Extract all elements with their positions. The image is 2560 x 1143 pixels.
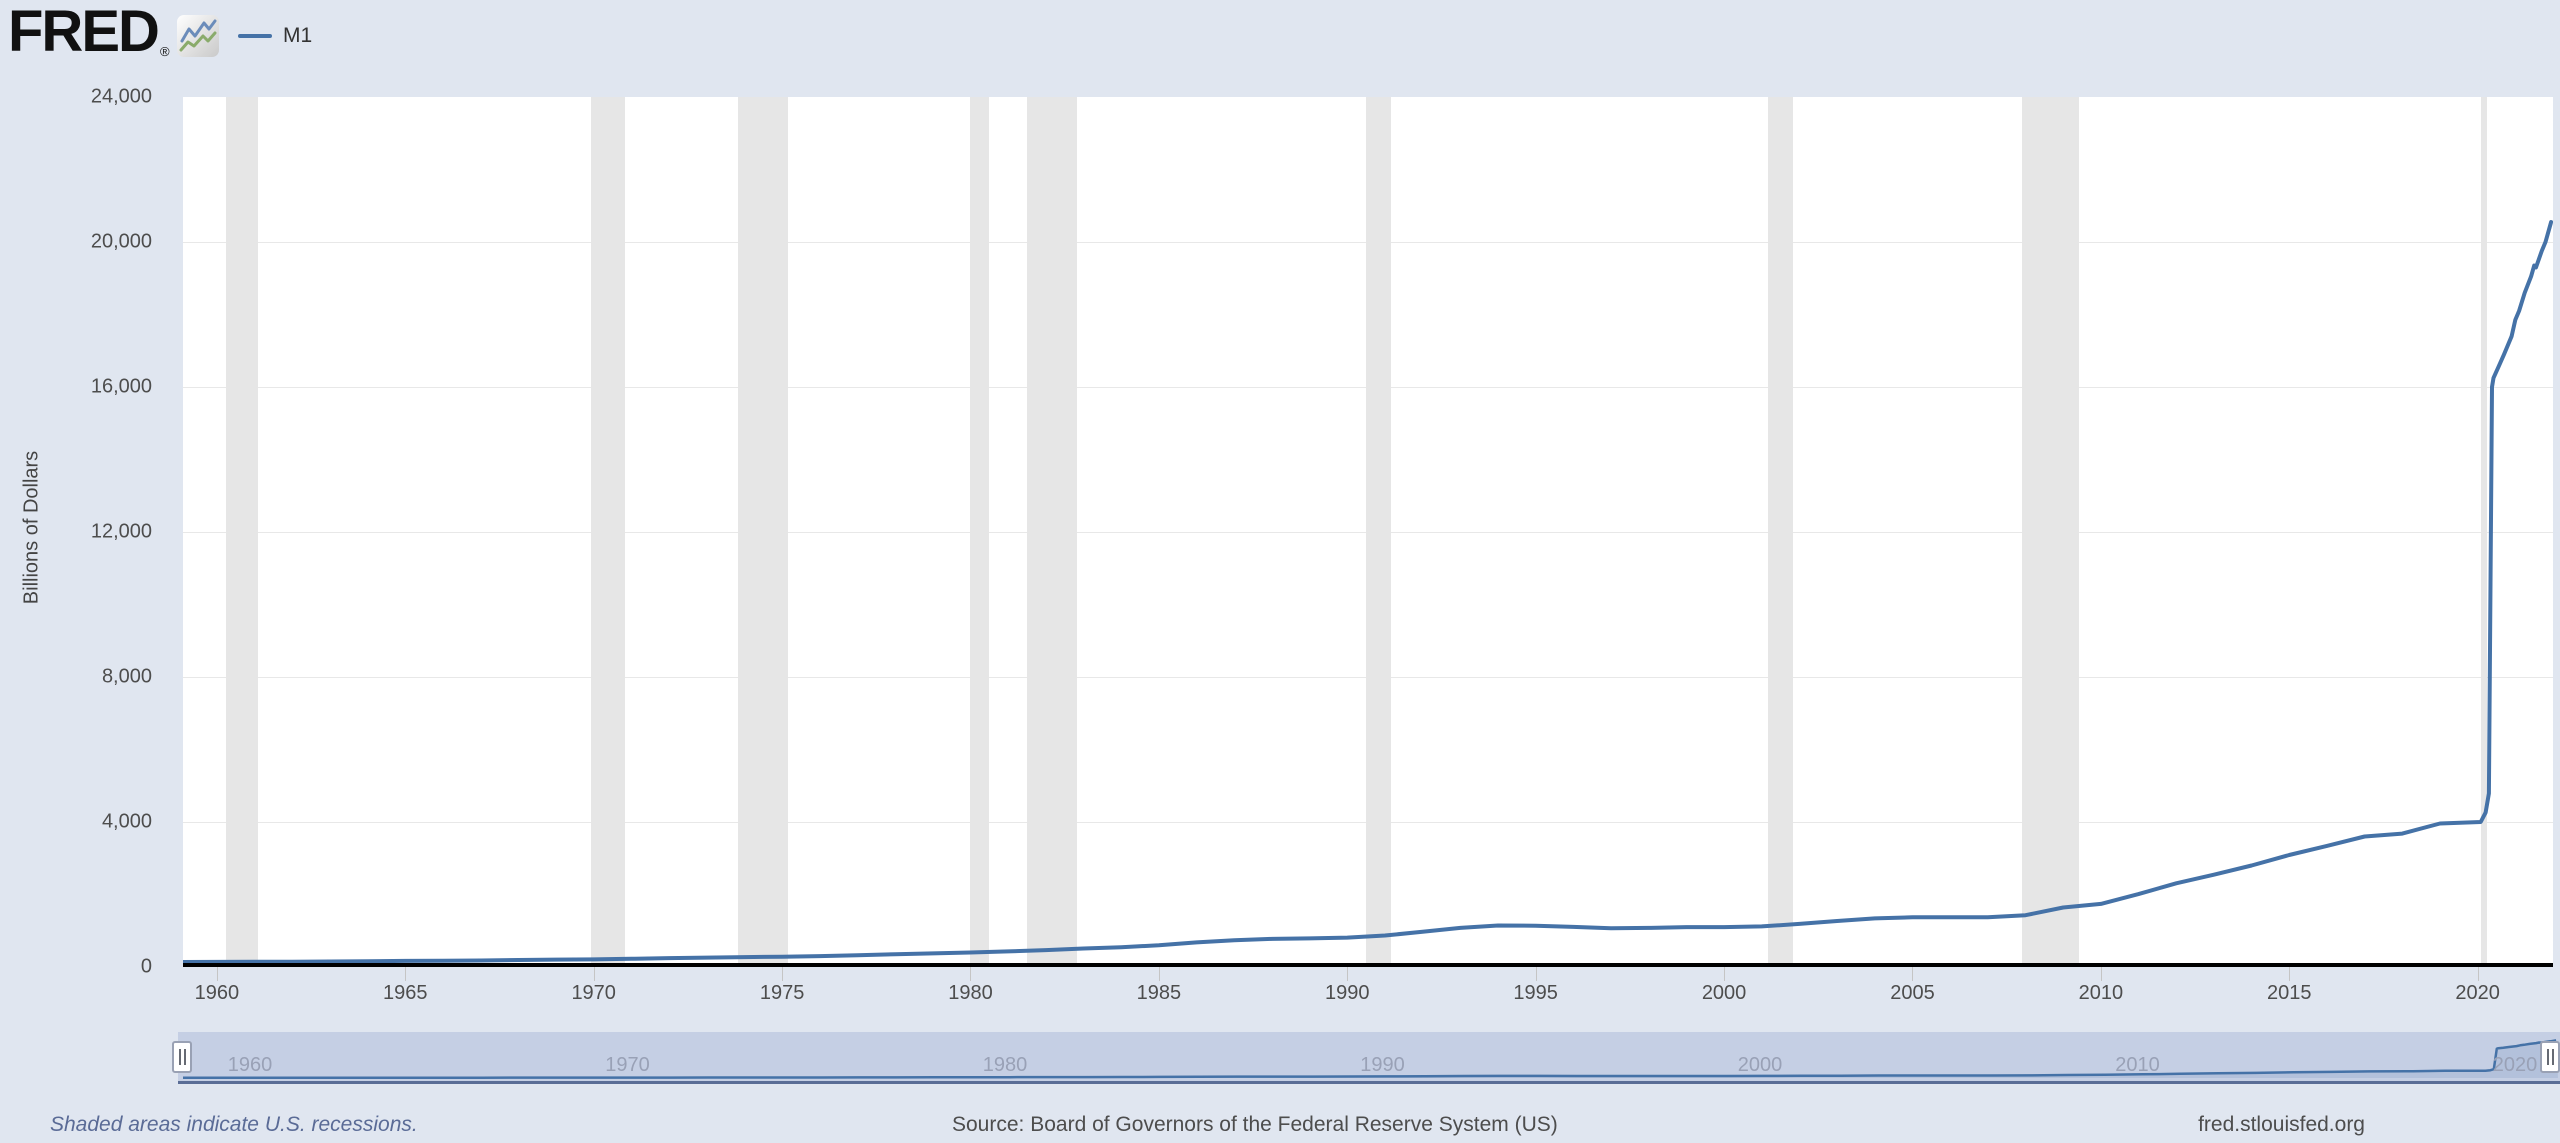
slider-year-label: 1960	[227, 1054, 273, 1076]
x-tick-mark	[970, 967, 972, 981]
site-link[interactable]: fred.stlouisfed.org	[2198, 1113, 2365, 1136]
y-tick-label: 4,000	[101, 810, 152, 833]
legend-item-m1[interactable]: M1	[238, 24, 312, 48]
recession-band	[738, 97, 789, 967]
x-tick-label: 2005	[1890, 982, 1935, 1004]
x-tick-label: 1985	[1136, 982, 1182, 1004]
slider-year-label: 1990	[1360, 1054, 1405, 1076]
handle-grip	[178, 1049, 181, 1065]
y-tick-label: 24,000	[90, 85, 152, 108]
x-tick-label: 2020	[2455, 982, 2500, 1004]
y-tick-label: 20,000	[90, 230, 152, 253]
slider-year-label: 1970	[605, 1054, 650, 1076]
y-tick-label: 0	[140, 955, 152, 978]
slider-year-label: 2000	[1737, 1054, 1783, 1076]
x-tick-mark	[405, 967, 407, 981]
slider-handle-left[interactable]	[172, 1041, 192, 1073]
slider-year-label: 1980	[982, 1054, 1028, 1076]
x-tick-mark	[1912, 967, 1914, 981]
handle-grip	[183, 1049, 186, 1065]
x-tick-label: 1995	[1513, 982, 1558, 1004]
recession-band	[1768, 97, 1793, 967]
slider-year-label: 2020	[2492, 1054, 2538, 1076]
x-tick-mark	[216, 967, 218, 981]
x-tick-mark	[2289, 967, 2291, 981]
x-tick-label: 1980	[948, 982, 993, 1004]
slider-mini-chart	[183, 1039, 2558, 1079]
source-attribution: Source: Board of Governors of the Federa…	[952, 1113, 1558, 1136]
x-tick-label: 2000	[1701, 982, 1747, 1004]
recession-band	[970, 97, 990, 967]
x-tick-mark	[1535, 967, 1537, 981]
registered-trademark: ®	[160, 44, 170, 59]
x-tick-mark	[593, 967, 595, 981]
x-tick-label: 1965	[383, 982, 428, 1004]
x-tick-label: 1960	[194, 982, 240, 1004]
recession-note: Shaded areas indicate U.S. recessions.	[50, 1113, 418, 1136]
legend-series-label: M1	[283, 24, 313, 47]
m1-series-line	[183, 220, 2553, 964]
x-tick-mark	[1724, 967, 1726, 981]
fred-logo[interactable]: FRED	[8, 0, 160, 64]
recession-band	[590, 97, 625, 967]
recession-band	[1366, 97, 1392, 967]
zero-axis-line	[183, 963, 2553, 967]
slider-handle-right[interactable]	[2540, 1041, 2560, 1073]
x-tick-mark	[1347, 967, 1349, 981]
range-slider-track[interactable]: 1960 1970 1980 1990 2000 2010 2020	[178, 1032, 2560, 1084]
y-tick-label: 8,000	[101, 665, 152, 688]
y-tick-label: 16,000	[90, 375, 152, 398]
fred-chart-icon	[176, 14, 220, 63]
handle-grip	[2551, 1049, 2554, 1065]
x-tick-label: 1990	[1325, 982, 1370, 1004]
y-tick-label: 12,000	[90, 520, 152, 543]
x-tick-label: 2010	[2078, 982, 2124, 1004]
x-tick-label: 2015	[2266, 982, 2312, 1004]
x-tick-label: 1975	[759, 982, 805, 1004]
x-tick-mark	[782, 967, 784, 981]
legend-line-swatch	[238, 34, 272, 38]
x-tick-mark	[1158, 967, 1160, 981]
recession-band	[226, 97, 258, 967]
recession-band	[1027, 97, 1078, 967]
recession-band	[2480, 97, 2488, 967]
recession-band	[2022, 97, 2079, 967]
slider-year-label: 2010	[2115, 1054, 2160, 1076]
x-tick-mark	[2100, 967, 2102, 981]
chart-plot-area[interactable]	[183, 97, 2553, 967]
handle-grip	[2546, 1049, 2549, 1065]
x-tick-mark	[2477, 967, 2479, 981]
x-tick-label: 1970	[571, 982, 616, 1004]
